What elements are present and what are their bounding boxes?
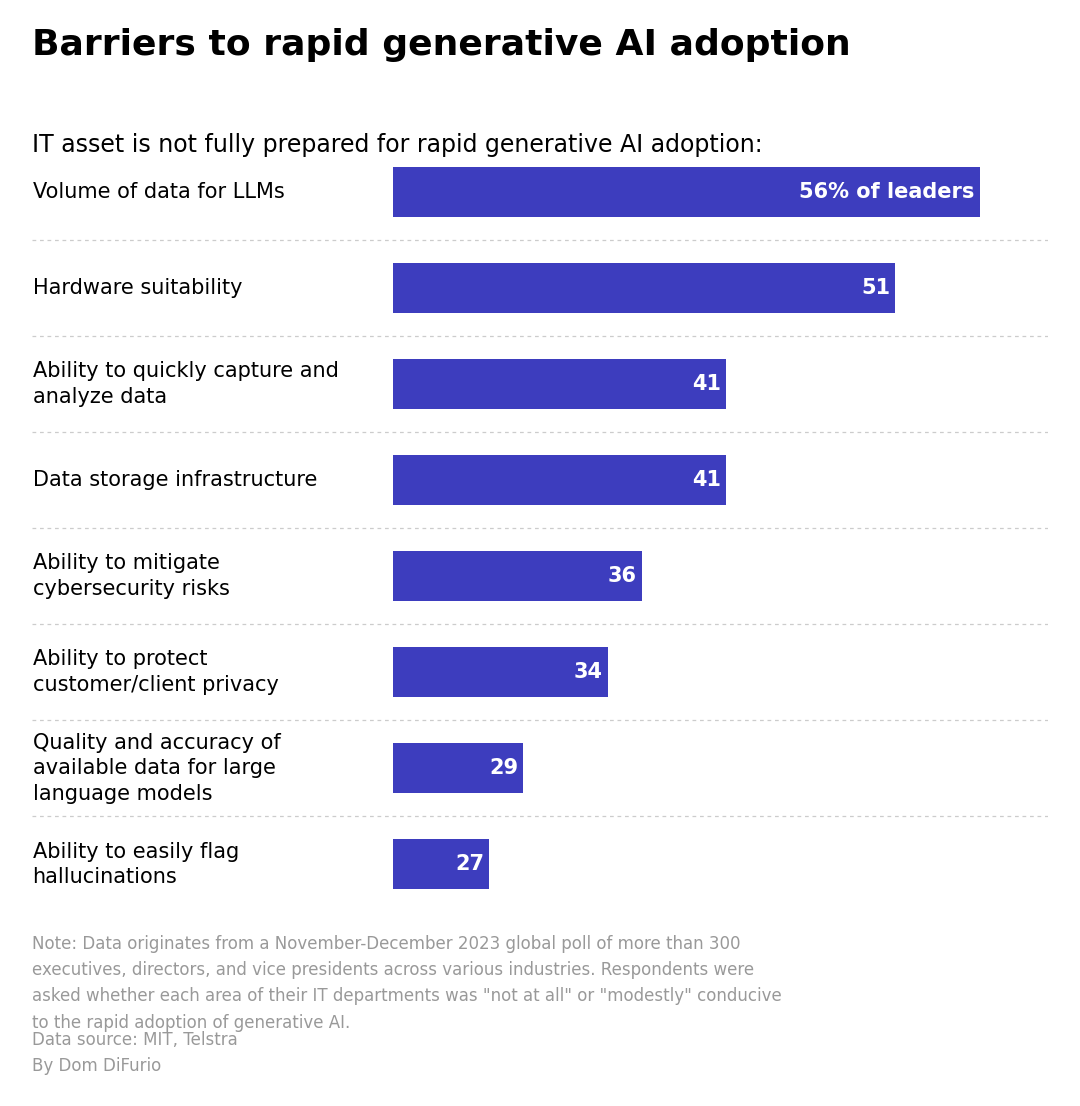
Text: Volume of data for LLMs: Volume of data for LLMs — [32, 181, 284, 201]
Text: 29: 29 — [489, 759, 518, 779]
Bar — [393, 647, 608, 697]
Bar — [393, 839, 489, 889]
Bar — [393, 743, 523, 793]
Text: 34: 34 — [573, 662, 603, 682]
Bar — [393, 551, 642, 602]
Text: 36: 36 — [607, 566, 636, 586]
Text: 27: 27 — [455, 855, 484, 875]
Bar — [393, 455, 726, 505]
Text: Ability to protect
customer/client privacy: Ability to protect customer/client priva… — [32, 649, 279, 695]
Bar — [393, 263, 895, 313]
Text: IT asset is not fully prepared for rapid generative AI adoption:: IT asset is not fully prepared for rapid… — [32, 133, 764, 157]
Text: Ability to mitigate
cybersecurity risks: Ability to mitigate cybersecurity risks — [32, 553, 229, 599]
Bar — [393, 167, 980, 217]
Text: 56% of leaders: 56% of leaders — [799, 181, 975, 201]
Text: Note: Data originates from a November-December 2023 global poll of more than 300: Note: Data originates from a November-De… — [32, 935, 782, 1032]
Text: Ability to quickly capture and
analyze data: Ability to quickly capture and analyze d… — [32, 362, 338, 407]
Text: Data source: MIT, Telstra
By Dom DiFurio: Data source: MIT, Telstra By Dom DiFurio — [32, 1031, 239, 1075]
Text: 41: 41 — [692, 374, 721, 394]
Text: Ability to easily flag
hallucinations: Ability to easily flag hallucinations — [32, 842, 239, 887]
Text: Hardware suitability: Hardware suitability — [32, 278, 242, 298]
Text: Data storage infrastructure: Data storage infrastructure — [32, 470, 316, 490]
Text: 51: 51 — [861, 278, 890, 298]
Text: 41: 41 — [692, 470, 721, 490]
Bar — [393, 359, 726, 409]
Text: Barriers to rapid generative AI adoption: Barriers to rapid generative AI adoption — [32, 28, 851, 62]
Text: Quality and accuracy of
available data for large
language models: Quality and accuracy of available data f… — [32, 732, 281, 804]
